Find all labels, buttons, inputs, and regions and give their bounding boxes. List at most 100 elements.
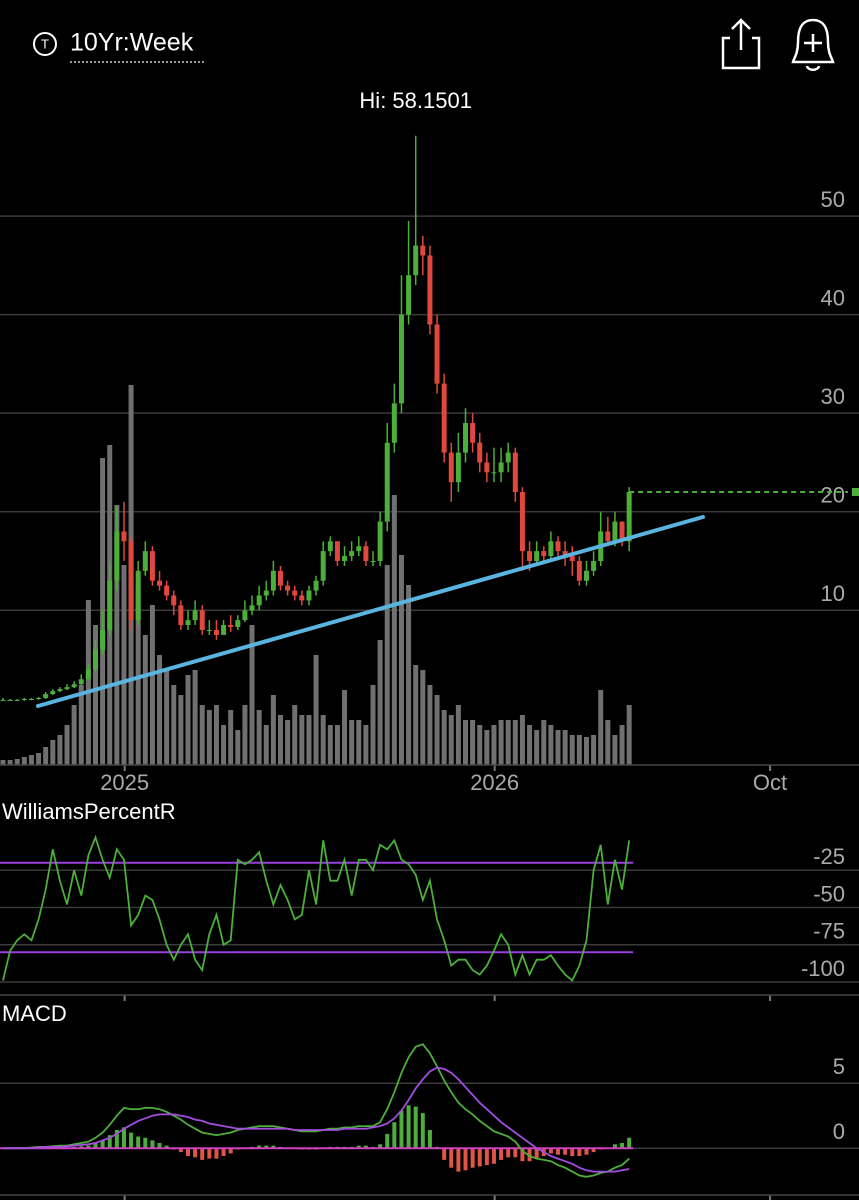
- candle-body: [612, 521, 618, 542]
- candle-body: [14, 699, 20, 701]
- candle-body: [277, 570, 283, 586]
- candle-body: [50, 691, 56, 695]
- volume-bar: [576, 735, 582, 765]
- volume-bar: [512, 720, 518, 765]
- symbol-button[interactable]: T 10Yr:Week: [33, 29, 205, 63]
- volume-bar: [277, 715, 283, 765]
- histogram-bar: [114, 1130, 119, 1149]
- candle-body: [391, 403, 397, 443]
- volume-bar: [92, 625, 98, 765]
- histogram-bar: [527, 1148, 532, 1162]
- candle-body: [242, 610, 248, 621]
- candle-body: [263, 590, 269, 596]
- candle-body: [142, 551, 148, 571]
- candle-body: [92, 649, 98, 670]
- volume-bar: [235, 730, 241, 765]
- volume-bar: [463, 720, 469, 765]
- y-tick-label: 30: [821, 384, 845, 409]
- candle-body: [71, 684, 77, 688]
- histogram-bar: [591, 1148, 596, 1153]
- chart-title: 10Yr:Week: [70, 29, 194, 57]
- candle-body: [441, 383, 447, 453]
- histogram-bar: [185, 1148, 190, 1156]
- volume-bar: [285, 720, 291, 765]
- candle-body: [149, 551, 155, 581]
- candle-body: [128, 541, 134, 621]
- candle-body: [157, 580, 163, 586]
- symbol-icon-letter: T: [41, 36, 49, 51]
- candle-body: [583, 570, 589, 581]
- volume-bar: [178, 695, 184, 765]
- candle-body: [7, 699, 13, 701]
- volume-bar: [349, 720, 355, 765]
- volume-bar: [484, 730, 490, 765]
- histogram-bar: [228, 1148, 233, 1154]
- volume-bar: [171, 685, 177, 765]
- volume-bar: [363, 725, 369, 765]
- histogram-bar: [406, 1105, 411, 1149]
- volume-bar: [36, 753, 42, 765]
- volume-bar: [377, 640, 383, 765]
- candle-body: [100, 629, 106, 650]
- candle-body: [199, 610, 205, 630]
- histogram-bar: [157, 1143, 162, 1149]
- candle-body: [78, 679, 84, 685]
- histogram-bar: [264, 1145, 269, 1149]
- histogram-bar: [257, 1145, 262, 1149]
- histogram-bar: [356, 1145, 361, 1149]
- volume-bar: [398, 555, 404, 765]
- volume-bar: [78, 685, 84, 765]
- candle-body: [235, 620, 241, 628]
- candle-body: [221, 625, 227, 635]
- candle-body: [306, 590, 312, 601]
- volume-bar: [313, 655, 319, 765]
- candle-body: [185, 620, 191, 626]
- histogram-bar: [556, 1148, 561, 1155]
- volume-bar: [491, 725, 497, 765]
- volume-bar: [541, 720, 547, 765]
- histogram-bar: [207, 1148, 212, 1159]
- volume-bar: [420, 670, 426, 765]
- volume-bar: [199, 705, 205, 765]
- volume-bar: [43, 747, 49, 765]
- y-tick-label: -25: [813, 844, 845, 869]
- candle-body: [213, 629, 219, 635]
- volume-bar: [242, 705, 248, 765]
- alert-button[interactable]: [791, 18, 835, 71]
- volume-bar: [249, 625, 255, 765]
- trend-line: [36, 515, 705, 708]
- candle-body: [484, 462, 490, 473]
- candle-body: [299, 595, 305, 601]
- candle-body: [455, 452, 461, 483]
- histogram-bar: [477, 1148, 482, 1167]
- volume-bar: [434, 695, 440, 765]
- volume-bar: [406, 585, 412, 765]
- volume-bar: [569, 735, 575, 765]
- histogram-bar: [520, 1148, 525, 1162]
- candle-body: [327, 541, 333, 552]
- volume-bar: [7, 760, 13, 765]
- candle-body: [64, 687, 70, 690]
- volume-bar: [327, 725, 333, 765]
- volume-bar: [228, 710, 234, 765]
- candle-body: [178, 605, 184, 626]
- histogram-bar: [427, 1130, 432, 1149]
- panel-title: MACD: [2, 1001, 67, 1026]
- candle-body: [534, 551, 540, 561]
- last-price-marker: [852, 488, 859, 497]
- candle-body: [206, 629, 212, 631]
- share-button[interactable]: [721, 18, 761, 70]
- share-box: [721, 36, 761, 70]
- macd-line: [3, 1043, 630, 1178]
- candle-body: [519, 492, 525, 552]
- bell-icon: [791, 18, 835, 64]
- candle-body: [270, 570, 276, 591]
- candle-body: [512, 452, 518, 493]
- y-tick-label: -100: [801, 956, 845, 981]
- histogram-bar: [548, 1148, 553, 1154]
- volume-bar: [57, 735, 63, 765]
- histogram-bar: [506, 1148, 511, 1158]
- candle-body: [413, 245, 419, 276]
- candle-body: [527, 551, 533, 561]
